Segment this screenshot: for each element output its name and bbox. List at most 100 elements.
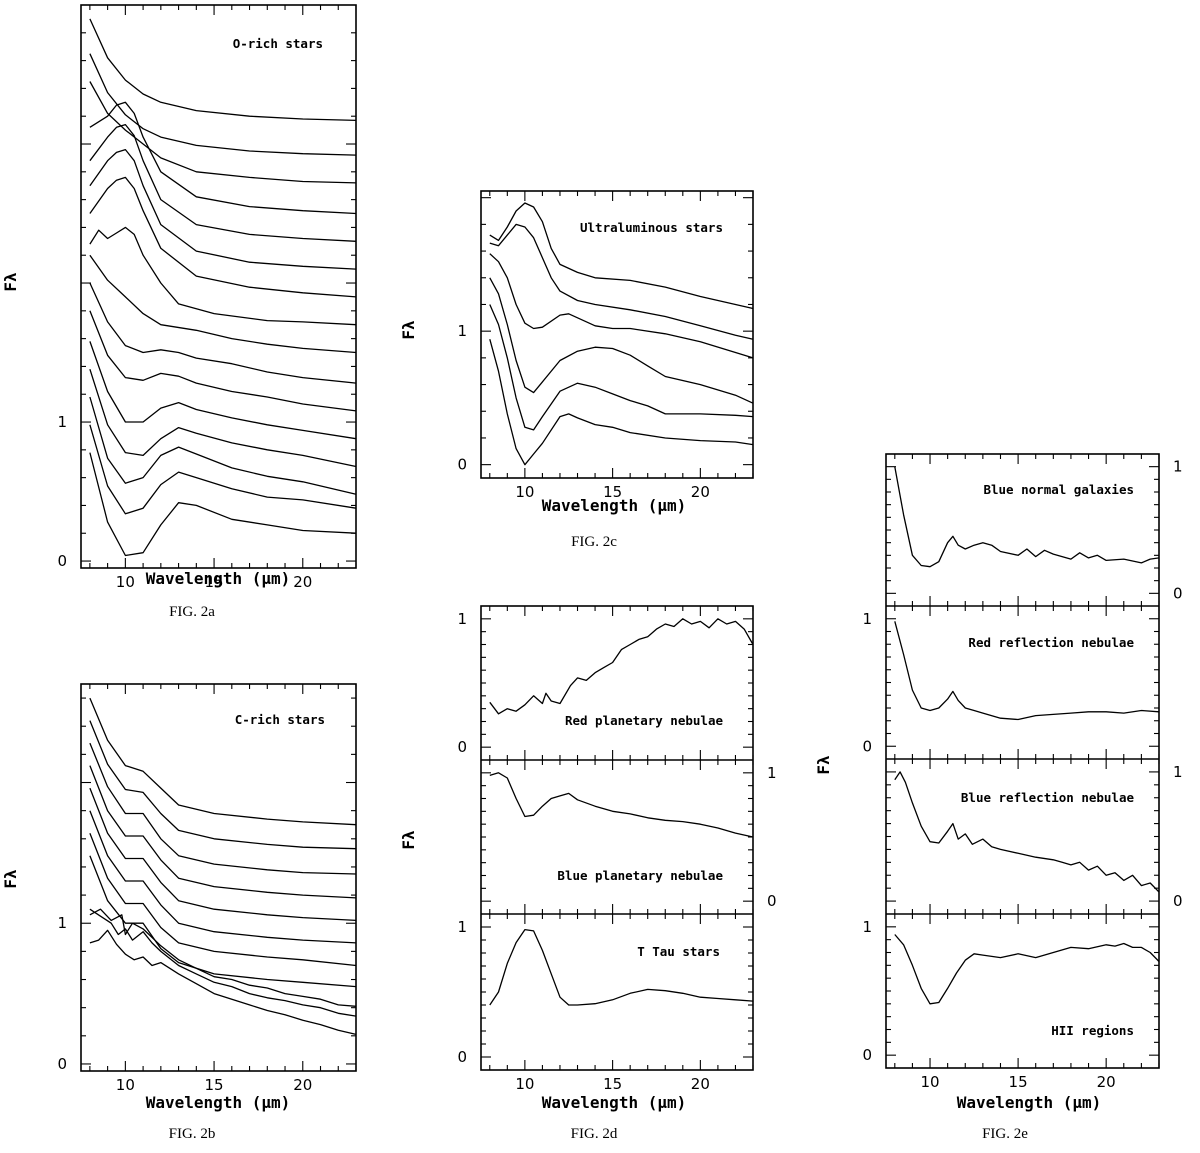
fig2-series-line <box>89 855 357 988</box>
fig5-ytick-label: 1 <box>1173 458 1183 476</box>
fig5-xtick-label: 10 <box>920 1073 939 1091</box>
fig1-series-line <box>89 452 357 557</box>
fig5-frame <box>885 453 1160 1069</box>
fig4-series-line <box>489 618 754 715</box>
fig5-ytick-label: 0 <box>862 1046 872 1064</box>
fig2-ytick-label: 1 <box>57 914 67 932</box>
fig1-series-line <box>89 101 357 215</box>
fig2-series-line <box>89 832 357 967</box>
fig5-ytick-label: 0 <box>1173 584 1183 602</box>
fig1-xtick-label: 20 <box>293 573 312 591</box>
fig1-series-line <box>89 310 357 412</box>
fig3-series-line <box>489 253 754 359</box>
fig5-ytick-label: 1 <box>862 610 872 628</box>
fig2-series-line <box>89 929 357 1036</box>
fig3-ylabel: Fλ <box>399 320 418 340</box>
fig3-xlabel: Wavelength (μm) <box>542 496 687 515</box>
fig1-series-line <box>89 282 357 384</box>
fig5-xlabel: Wavelength (μm) <box>957 1093 1102 1112</box>
fig3-series-line <box>489 339 754 466</box>
fig1-series-line <box>89 254 357 354</box>
fig5-ylabel: Fλ <box>814 755 833 775</box>
fig5-ytick-label: 1 <box>1173 763 1183 781</box>
fig2-xlabel: Wavelength (μm) <box>146 1093 291 1112</box>
fig1-xtick-label: 15 <box>205 573 224 591</box>
fig5-ytick-label: 0 <box>862 737 872 755</box>
fig4-panel-label: T Tau stars <box>637 944 720 959</box>
fig3-ytick-label: 1 <box>457 322 467 340</box>
fig5-ytick-label: 0 <box>1173 892 1183 910</box>
fig2-frame <box>80 683 357 1072</box>
fig1-ylabel: Fλ <box>1 272 20 292</box>
fig5-panel-label: HII regions <box>1051 1023 1134 1038</box>
fig4-ytick-label: 0 <box>457 738 467 756</box>
fig5-xtick-label: 20 <box>1097 1073 1116 1091</box>
fig1-caption: FIG. 2a <box>169 604 215 620</box>
fig5-panel-label: Blue reflection nebulae <box>961 790 1135 805</box>
fig4-panel-label: Red planetary nebulae <box>565 713 724 728</box>
fig3-xtick-label: 10 <box>515 483 534 501</box>
fig1-frame <box>80 4 357 569</box>
fig4-xtick-label: 15 <box>603 1075 622 1093</box>
fig5-xtick-label: 15 <box>1009 1073 1028 1091</box>
fig5-ytick-label: 1 <box>862 918 872 936</box>
fig1-series-line <box>89 341 357 440</box>
fig2-series-line <box>89 810 357 944</box>
fig2-caption: FIG. 2b <box>169 1126 216 1142</box>
fig1-series-line <box>89 18 357 122</box>
fig1-series-line <box>89 176 357 298</box>
fig4-ytick-label: 1 <box>767 764 777 782</box>
fig3-series-line <box>489 277 754 404</box>
fig1-series-line <box>89 148 357 270</box>
fig1-series-line <box>89 123 357 242</box>
fig2-xtick-label: 15 <box>205 1076 224 1094</box>
fig3-panel-label: Ultraluminous stars <box>580 220 723 235</box>
fig5-series-line <box>894 466 1160 568</box>
fig5-series-line <box>894 934 1160 1005</box>
fig1-xlabel: Wavelength (μm) <box>146 569 291 588</box>
fig1-series-line <box>89 81 357 184</box>
fig2-series-line <box>89 908 357 1007</box>
fig4-ytick-label: 0 <box>767 892 777 910</box>
fig4-series-line <box>489 928 754 1006</box>
fig5-series-line <box>894 621 1160 721</box>
fig2-series-line <box>89 908 357 1017</box>
fig3-xtick-label: 20 <box>691 483 710 501</box>
fig3-series-line <box>489 223 754 340</box>
fig2-series-line <box>89 787 357 922</box>
fig4-xtick-label: 20 <box>691 1075 710 1093</box>
fig2-series-line <box>89 720 357 850</box>
fig5-panel-label: Red reflection nebulae <box>968 635 1134 650</box>
fig3-series-line <box>489 202 754 310</box>
fig3-xtick-label: 15 <box>603 483 622 501</box>
fig3-series-line <box>489 304 754 431</box>
fig1-ytick-label: 0 <box>57 552 67 570</box>
fig4-series-line <box>489 772 754 838</box>
fig2-ylabel: Fλ <box>1 869 20 889</box>
fig1-panel-label: O-rich stars <box>233 36 323 51</box>
fig3-frame <box>480 190 754 479</box>
fig1-series-line <box>89 396 357 495</box>
fig4-ytick-label: 1 <box>457 610 467 628</box>
fig2-panel-label: C-rich stars <box>235 712 325 727</box>
fig5-series-line <box>894 771 1160 893</box>
fig4-frame <box>480 605 754 1071</box>
fig2-xtick-label: 20 <box>293 1076 312 1094</box>
fig1-series-line <box>89 226 357 326</box>
fig4-ylabel: Fλ <box>399 830 418 850</box>
fig4-xtick-label: 10 <box>515 1075 534 1093</box>
fig3-ytick-label: 0 <box>457 456 467 474</box>
fig4-ytick-label: 1 <box>457 918 467 936</box>
fig2-ytick-label: 0 <box>57 1055 67 1073</box>
fig1-series-line <box>89 424 357 515</box>
fig2-series-line <box>89 765 357 899</box>
fig2-xtick-label: 10 <box>116 1076 135 1094</box>
fig2-series-line <box>89 742 357 875</box>
fig5-panel-label: Blue normal galaxies <box>983 482 1134 497</box>
fig4-xlabel: Wavelength (μm) <box>542 1093 687 1112</box>
fig1-xtick-label: 10 <box>116 573 135 591</box>
fig3-caption: FIG. 2c <box>571 534 617 550</box>
fig1-series-line <box>89 369 357 468</box>
fig4-panel-label: Blue planetary nebulae <box>557 868 723 883</box>
